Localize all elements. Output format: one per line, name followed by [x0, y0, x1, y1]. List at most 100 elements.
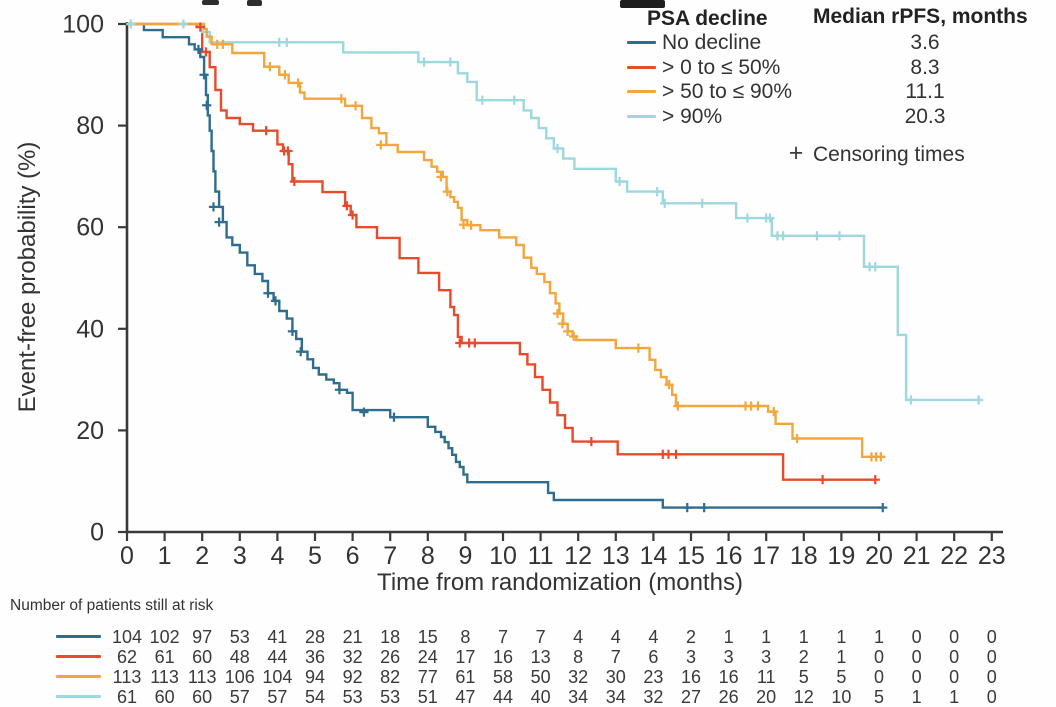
censoring-plus-icon: + [788, 139, 804, 167]
cropped-text-artifact-right [620, 0, 665, 8]
x-tick-label: 10 [489, 542, 517, 570]
legend-item-label: No decline [662, 31, 762, 54]
risk-table-title: Number of patients still at risk [10, 597, 214, 614]
y-tick-label: 100 [62, 11, 104, 39]
x-tick-label: 4 [270, 542, 284, 570]
risk-count: 0 [949, 667, 960, 687]
risk-count: 62 [116, 647, 138, 667]
risk-count: 18 [380, 627, 401, 647]
risk-count: 102 [149, 627, 180, 647]
risk-count: 8 [573, 647, 584, 667]
risk-count: 11 [756, 667, 776, 687]
risk-count: 5 [836, 667, 847, 687]
risk-row-swatch-line [56, 695, 101, 698]
risk-table-row: 113 113 113 106 104 94 92 82 77 61 58 50 32 30 23 16 16 1… [0, 667, 1056, 687]
km-curve-1 [127, 22, 883, 509]
risk-count: 0 [873, 647, 885, 667]
censoring-times-label: Censoring times [813, 143, 965, 166]
legend-swatch-line [627, 41, 656, 44]
x-tick-label: 5 [308, 542, 322, 570]
legend-item-label: > 90% [662, 104, 723, 128]
risk-count: 24 [417, 647, 438, 667]
x-tick-label: 8 [421, 542, 435, 570]
x-tick-label: 7 [383, 542, 397, 570]
risk-count: 26 [380, 647, 401, 667]
risk-count: 58 [492, 667, 514, 687]
risk-count: 1 [836, 627, 847, 647]
risk-count: 0 [986, 667, 997, 687]
risk-count: 53 [342, 687, 363, 707]
risk-count: 97 [192, 627, 213, 647]
x-tick-label: 13 [602, 542, 630, 570]
legend-item: No decline 3.6 [620, 31, 1056, 55]
risk-count: 0 [986, 687, 997, 707]
risk-count: 61 [154, 647, 175, 667]
x-tick-label: 21 [903, 542, 931, 570]
risk-table-row: 104 102 97 53 41 28 21 18 15 8 7 7 4 4 4 2 1 1 1 1 1 0 0 0 [0, 627, 1056, 647]
x-tick-label: 3 [233, 542, 247, 570]
risk-count: 1 [949, 687, 960, 707]
risk-count: 44 [492, 687, 514, 707]
risk-count: 16 [718, 667, 739, 687]
risk-count: 5 [873, 687, 885, 707]
y-tick-label: 80 [76, 112, 104, 140]
risk-count: 104 [262, 667, 293, 687]
legend-swatch-line [627, 65, 656, 69]
risk-count: 51 [417, 687, 438, 707]
risk-count: 3 [761, 647, 772, 667]
risk-count: 54 [304, 687, 326, 707]
risk-count: 60 [192, 647, 213, 667]
km-curve-2 [127, 22, 876, 481]
risk-count: 113 [150, 667, 179, 687]
risk-count: 92 [342, 667, 363, 687]
x-tick-label: 22 [940, 542, 968, 570]
legend-item: > 0 to ≤ 50% 8.3 [620, 56, 1056, 80]
risk-count: 13 [530, 647, 551, 667]
risk-count: 5 [798, 667, 809, 687]
risk-count: 7 [610, 647, 621, 667]
legend-median-value: 20.3 [904, 104, 946, 128]
risk-row-swatch-line [56, 655, 101, 658]
x-tick-label: 23 [978, 542, 1006, 570]
risk-row-swatch-line [56, 635, 101, 638]
legend-item-label: > 0 to ≤ 50% [662, 55, 781, 79]
x-tick-label: 12 [564, 542, 592, 570]
risk-count: 0 [911, 647, 922, 667]
risk-count: 23 [643, 667, 664, 687]
risk-count: 7 [497, 627, 509, 647]
x-tick-label: 6 [346, 542, 360, 570]
y-tick-label: 40 [76, 315, 104, 343]
risk-count: 0 [911, 627, 922, 647]
legend-swatch-line [627, 114, 656, 118]
risk-count: 57 [267, 687, 288, 707]
risk-count: 28 [304, 627, 326, 647]
risk-count: 32 [568, 667, 589, 687]
risk-count: 82 [380, 667, 401, 687]
x-tick-label: 2 [195, 542, 209, 570]
x-tick-label: 18 [790, 542, 818, 570]
risk-row-swatch-line [56, 675, 101, 678]
risk-count: 53 [229, 627, 250, 647]
x-tick-label: 19 [827, 542, 855, 570]
legend-col1-header: PSA decline [647, 7, 768, 30]
risk-count: 60 [192, 687, 213, 707]
risk-count: 6 [648, 647, 659, 667]
risk-count: 0 [986, 647, 997, 667]
cropped-text-artifact-left-2 [247, 0, 262, 6]
risk-table-row: 62 61 60 48 44 36 32 26 24 17 16 13 8 7 6 3 3 3 2 1 0 0 0 0 [0, 647, 1056, 667]
risk-count: 1 [836, 647, 847, 667]
legend-median-value: 3.6 [910, 31, 940, 54]
risk-count: 1 [798, 627, 809, 647]
risk-count: 113 [187, 667, 217, 687]
risk-count: 77 [417, 667, 438, 687]
risk-count: 16 [492, 647, 514, 667]
legend-median-value: 11.1 [905, 80, 945, 104]
risk-count: 34 [605, 687, 626, 707]
risk-count: 50 [530, 667, 551, 687]
y-tick-label: 20 [76, 417, 104, 445]
risk-count: 8 [460, 627, 471, 647]
risk-count: 27 [680, 687, 702, 707]
risk-count: 2 [685, 627, 697, 647]
risk-count: 0 [986, 627, 997, 647]
